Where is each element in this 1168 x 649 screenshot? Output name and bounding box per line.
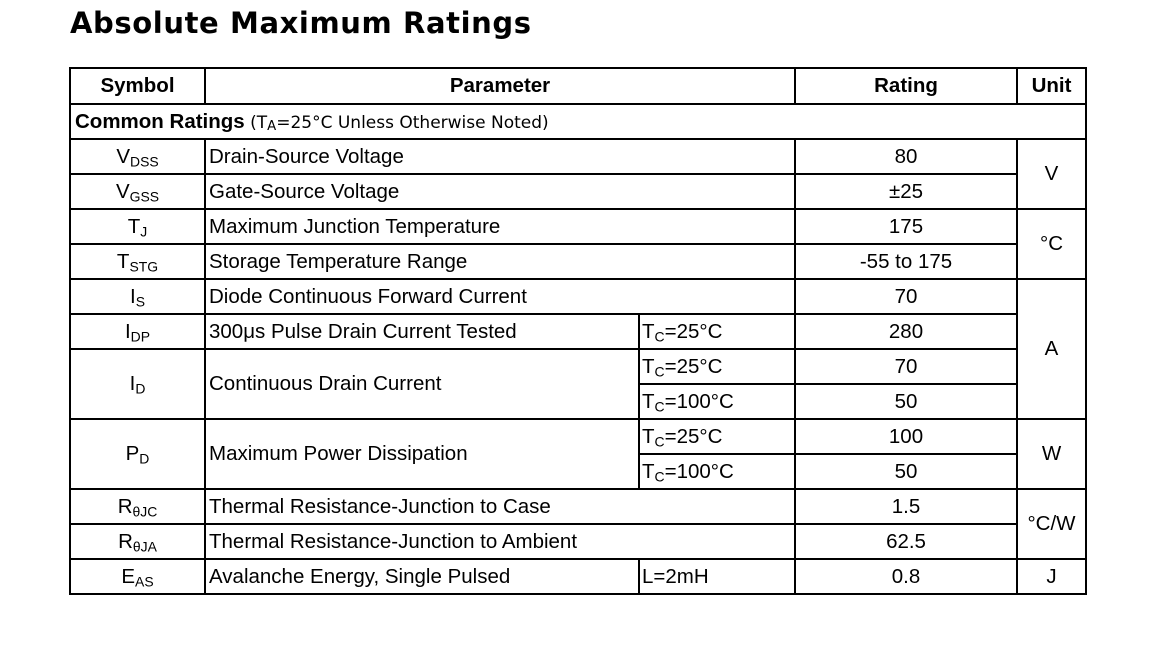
rating-cell: 62.5 [794, 523, 1019, 560]
symbol-cell: IDP [69, 313, 206, 350]
rating-cell: 100 [794, 418, 1019, 455]
table-row: PD Maximum Power Dissipation TC=25°C 100… [69, 418, 1088, 490]
symbol-cell: IS [69, 278, 206, 315]
condition-cell: TC=25°C [637, 418, 797, 455]
symbol-cell: EAS [69, 558, 206, 595]
parameter-cell: Thermal Resistance-Junction to Case [203, 488, 797, 525]
table-row: TJ Maximum Junction Temperature 175 °C [69, 208, 1088, 280]
parameter-cell: Avalanche Energy, Single Pulsed [204, 558, 640, 595]
section-label: Common Ratings [75, 109, 245, 133]
table-row: VGSS Gate-Source Voltage ±25 [69, 173, 1086, 210]
unit-cell: A [1016, 278, 1088, 420]
page-title: Absolute Maximum Ratings [70, 6, 532, 40]
table-row: RθJC Thermal Resistance-Junction to Case… [69, 488, 1088, 560]
table-row: ID Continuous Drain Current TC=25°C 70 [69, 348, 1086, 420]
symbol-cell: VDSS [69, 138, 206, 175]
table-row: RθJA Thermal Resistance-Junction to Ambi… [69, 523, 1086, 560]
parameter-cell: Diode Continuous Forward Current [203, 278, 797, 315]
rating-cell: 280 [794, 313, 1019, 350]
section-note: (TA=25°C Unless Otherwise Noted) [244, 112, 549, 134]
parameter-cell: Drain-Source Voltage [203, 138, 797, 175]
unit-cell: °C [1016, 208, 1088, 280]
table-row: TSTG Storage Temperature Range -55 to 17… [69, 243, 1086, 280]
section-common-ratings: Common Ratings (TA=25°C Unless Otherwise… [68, 103, 1088, 140]
unit-cell: W [1016, 418, 1088, 490]
symbol-cell: RθJA [69, 523, 206, 560]
rating-cell: 70 [794, 278, 1019, 315]
table-row: EAS Avalanche Energy, Single Pulsed L=2m… [69, 558, 1088, 595]
absolute-maximum-ratings-table: Symbol Parameter Rating Unit Common Rati… [68, 67, 1088, 595]
rating-cell: 175 [794, 208, 1019, 245]
rating-cell: -55 to 175 [794, 243, 1019, 280]
rating-cell: 1.5 [794, 488, 1019, 525]
parameter-cell: Gate-Source Voltage [203, 173, 797, 210]
unit-cell: °C/W [1016, 488, 1088, 560]
symbol-cell: VGSS [69, 173, 206, 210]
rating-cell: 50 [794, 383, 1019, 420]
rating-cell: ±25 [794, 173, 1019, 210]
table-row: TC=100°C 50 [70, 453, 1086, 490]
parameter-cell: Storage Temperature Range [203, 243, 797, 280]
table-row: VDSS Drain-Source Voltage 80 V [69, 138, 1088, 210]
rating-cell: 50 [794, 453, 1019, 490]
header-rating: Rating [794, 67, 1019, 105]
symbol-cell: TSTG [69, 243, 206, 280]
table-row: TC=100°C 50 [70, 383, 1086, 420]
parameter-cell: Thermal Resistance-Junction to Ambient [203, 523, 797, 560]
header-unit: Unit [1016, 67, 1088, 105]
symbol-cell: RθJC [69, 488, 206, 525]
unit-cell: V [1016, 138, 1088, 210]
table-header-row: Symbol Parameter Rating Unit [69, 67, 1088, 105]
condition-cell: TC=25°C [637, 313, 797, 350]
section-row: Common Ratings (TA=25°C Unless Otherwise… [68, 103, 1088, 140]
condition-cell: TC=100°C [637, 453, 797, 490]
header-parameter: Parameter [203, 67, 797, 105]
rating-cell: 0.8 [794, 558, 1019, 595]
table-row: IS Diode Continuous Forward Current 70 A [69, 278, 1088, 420]
condition-cell: TC=25°C [637, 348, 797, 385]
condition-cell: L=2mH [637, 558, 797, 595]
symbol-cell: PD [69, 418, 206, 490]
table-row: IDP 300μs Pulse Drain Current Tested TC=… [69, 313, 1086, 350]
unit-cell: J [1016, 558, 1088, 595]
parameter-cell: Maximum Junction Temperature [203, 208, 797, 245]
condition-cell: TC=100°C [637, 383, 797, 420]
rating-cell: 80 [794, 138, 1019, 175]
parameter-cell: Maximum Power Dissipation [204, 418, 640, 490]
header-symbol: Symbol [69, 67, 206, 105]
parameter-cell: Continuous Drain Current [204, 348, 640, 420]
parameter-cell: 300μs Pulse Drain Current Tested [204, 313, 640, 350]
symbol-cell: ID [69, 348, 206, 420]
symbol-cell: TJ [69, 208, 206, 245]
rating-cell: 70 [794, 348, 1019, 385]
